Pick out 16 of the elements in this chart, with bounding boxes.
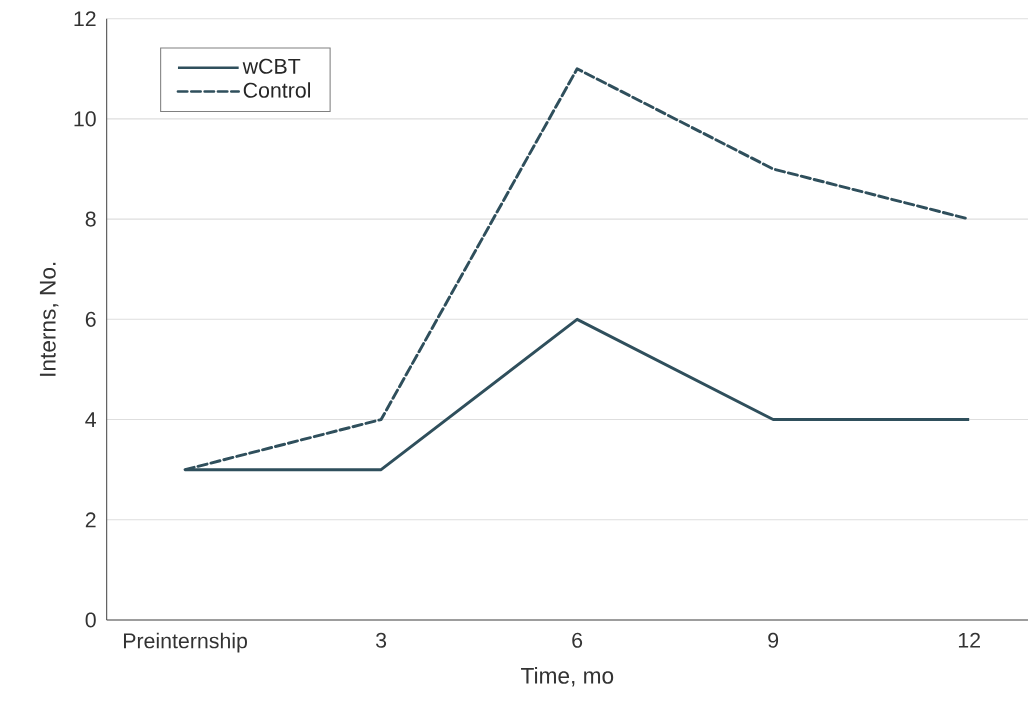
y-tick-label: 4 — [85, 412, 96, 428]
x-axis-title: Time, mo — [521, 667, 614, 687]
x-tick-label: Preinternship — [123, 632, 247, 653]
y-tick-label: 12 — [74, 11, 96, 27]
y-tick-label: 10 — [74, 111, 96, 127]
legend-label: Control — [243, 82, 310, 98]
x-tick-label: 9 — [768, 632, 779, 648]
y-axis-title: Interns, No. — [39, 263, 59, 376]
y-tick-label: 6 — [85, 311, 96, 328]
y-tick-label: 8 — [85, 211, 96, 227]
x-tick-label: 12 — [958, 632, 980, 648]
x-tick-label: 3 — [375, 632, 387, 648]
y-tick-label: 0 — [85, 612, 96, 628]
y-tick-label: 2 — [85, 512, 96, 528]
legend-label: wCBT — [242, 58, 301, 75]
x-tick-label: 6 — [572, 632, 583, 648]
